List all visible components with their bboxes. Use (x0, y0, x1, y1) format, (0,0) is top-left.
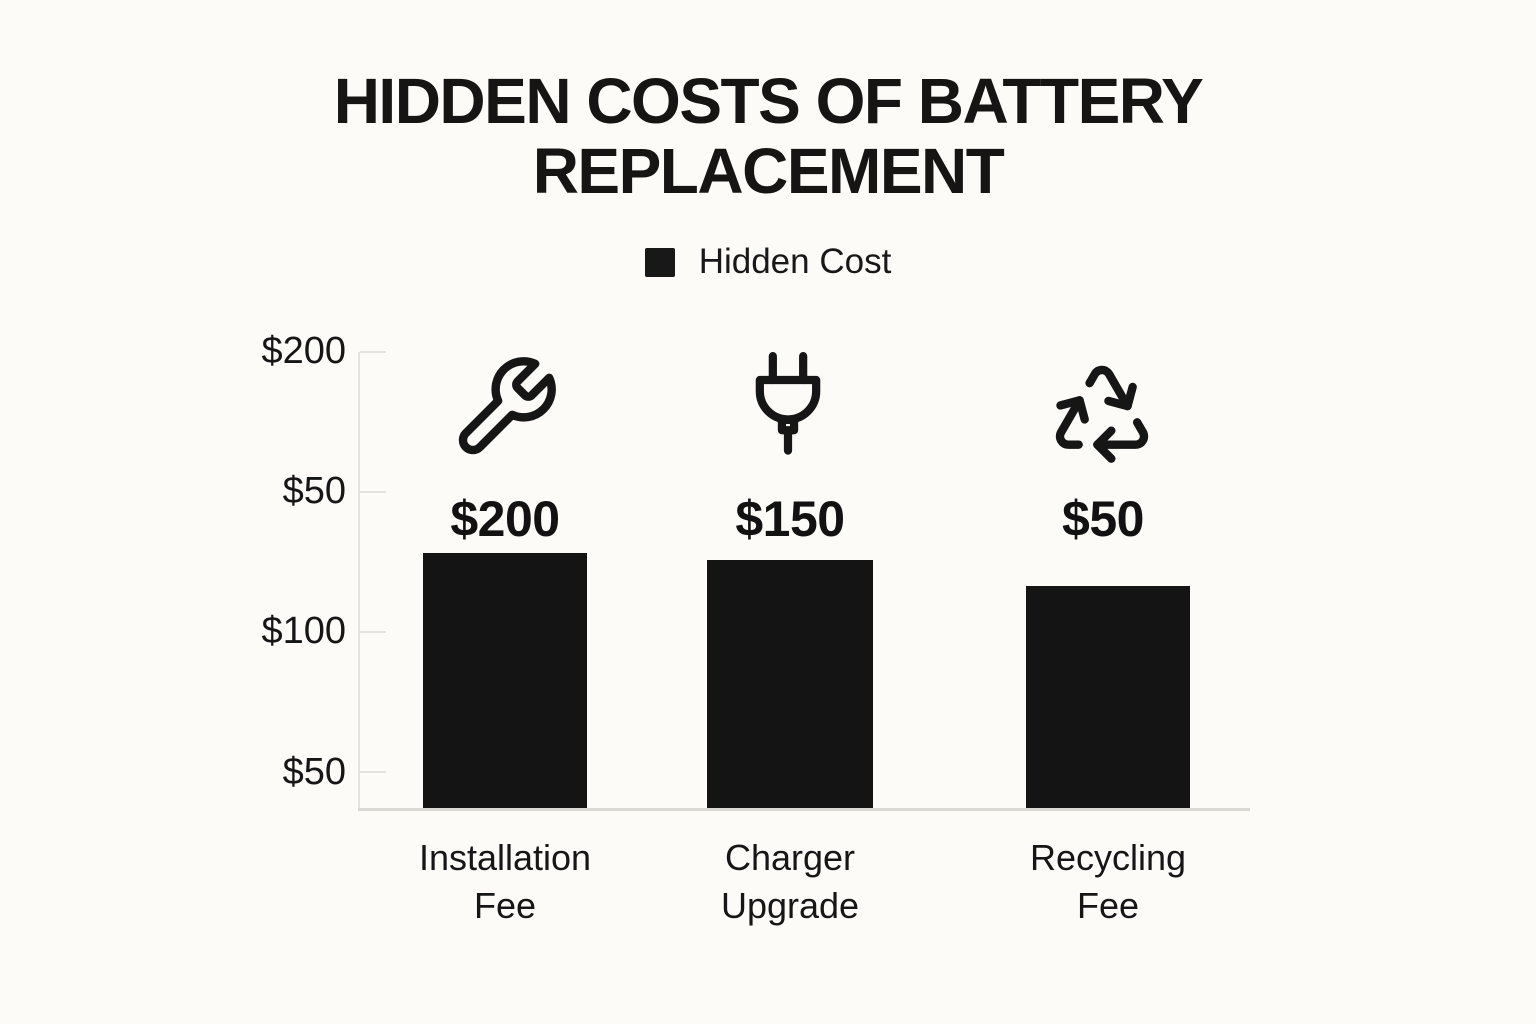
recycle-icon (1044, 356, 1160, 468)
legend-swatch-hidden-cost (644, 247, 675, 277)
y-axis-tick-label: $50 (282, 470, 346, 512)
y-axis-tick (360, 491, 386, 493)
bar-recycling-fee (1026, 586, 1190, 808)
bar-installation-fee (423, 553, 587, 808)
y-axis-tick (360, 631, 386, 633)
plug-icon (736, 349, 840, 463)
legend: Hidden Cost (0, 242, 1536, 282)
bar-value-label: $200 (450, 491, 560, 547)
legend-label: Hidden Cost (698, 242, 892, 281)
wrench-icon (449, 352, 561, 464)
y-axis-tick-label: $200 (261, 330, 346, 372)
y-axis-tick-label: $50 (282, 751, 346, 793)
x-axis-category-label: Recycling Fee (1029, 837, 1187, 926)
bar-value-label: $50 (1062, 491, 1144, 547)
y-axis-tick (360, 351, 386, 353)
bar-value-label: $150 (735, 491, 845, 547)
x-axis-category-label: Charger Upgrade (720, 837, 860, 926)
y-axis-tick-label: $100 (261, 610, 346, 652)
x-axis-line (358, 808, 1250, 811)
x-axis-category-label: Installation Fee (418, 837, 592, 926)
y-axis-tick (360, 771, 386, 773)
bar-charger-upgrade (707, 560, 873, 808)
y-axis-line (358, 352, 360, 810)
page-title: HIDDEN COSTS OF BATTERY REPLACEMENT (333, 65, 1204, 207)
